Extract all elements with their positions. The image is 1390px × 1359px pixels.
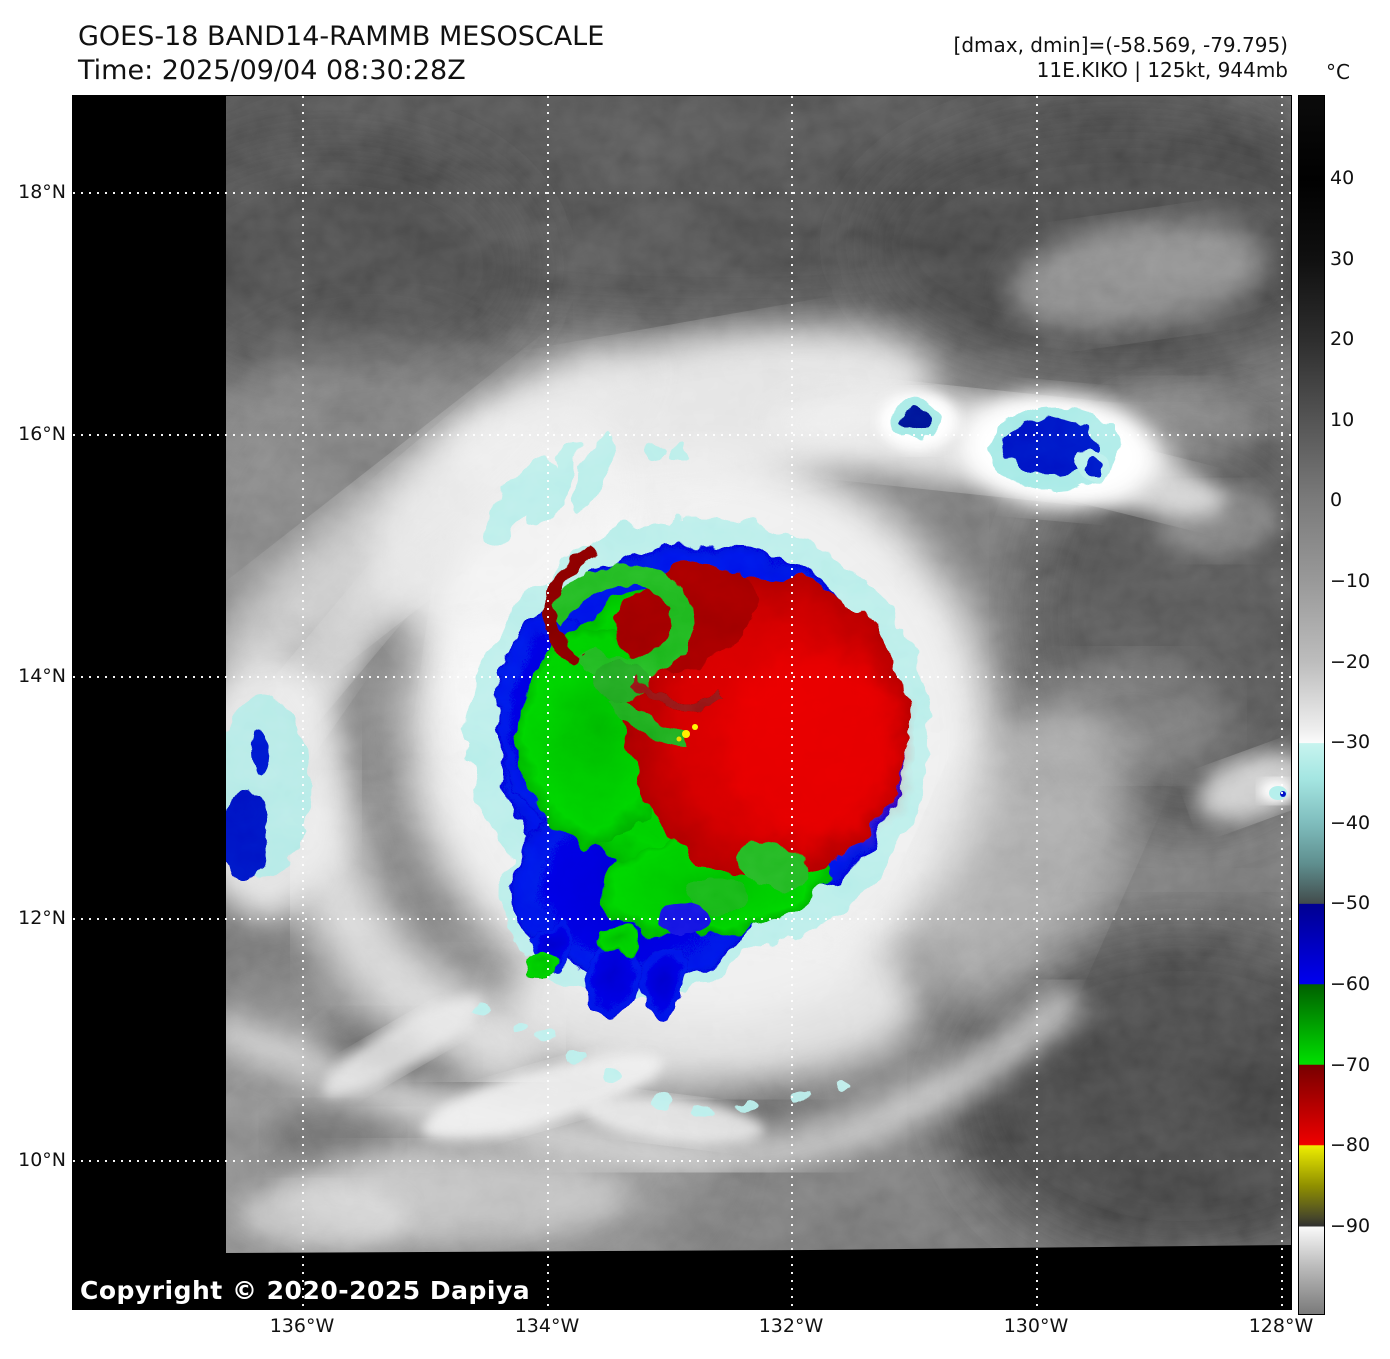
copyright-watermark: Copyright © 2020-2025 Dapiya xyxy=(80,1276,531,1305)
satellite-scene xyxy=(73,96,1291,1309)
cbar-tick-m80: −80 xyxy=(1330,1134,1371,1156)
cbar-tick-40: 40 xyxy=(1330,167,1355,189)
cbar-tick-m70: −70 xyxy=(1330,1054,1371,1076)
lon-tick-130w: 130°W xyxy=(1003,1315,1069,1337)
graticule xyxy=(73,96,1291,1309)
cbar-tick-m40: −40 xyxy=(1330,812,1371,834)
cbar-tick-10: 10 xyxy=(1330,409,1355,431)
lon-tick-136w: 136°W xyxy=(269,1315,335,1337)
figure-annotations: [dmax, dmin]=(-58.569, -79.795) 11E.KIKO… xyxy=(954,33,1288,83)
cbar-tick-30: 30 xyxy=(1330,248,1355,270)
product-title: GOES-18 BAND14-RAMMB MESOSCALE xyxy=(78,21,605,52)
cbar-tick-m10: −10 xyxy=(1330,570,1371,592)
dmax-dmin-readout: [dmax, dmin]=(-58.569, -79.795) xyxy=(953,33,1288,57)
lat-tick-18n: 18°N xyxy=(18,181,66,203)
cbar-tick-m20: −20 xyxy=(1330,651,1371,673)
satellite-map xyxy=(72,95,1292,1310)
lon-tick-134w: 134°W xyxy=(514,1315,580,1337)
temperature-colorbar xyxy=(1298,95,1325,1315)
cbar-tick-m30: −30 xyxy=(1330,731,1371,753)
cbar-tick-20: 20 xyxy=(1330,328,1355,350)
cbar-tick-m90: −90 xyxy=(1330,1215,1371,1237)
lat-tick-10n: 10°N xyxy=(18,1149,66,1171)
colorbar-unit: °C xyxy=(1326,60,1350,84)
figure-title: GOES-18 BAND14-RAMMB MESOSCALE Time: 202… xyxy=(78,20,604,88)
cbar-tick-m50: −50 xyxy=(1330,892,1371,914)
cbar-tick-m60: −60 xyxy=(1330,973,1371,995)
lat-tick-12n: 12°N xyxy=(18,907,66,929)
lon-tick-128w: 128°W xyxy=(1248,1315,1314,1337)
data-region xyxy=(226,96,1291,1253)
lat-tick-16n: 16°N xyxy=(18,423,66,445)
lat-tick-14n: 14°N xyxy=(18,665,66,687)
lon-tick-132w: 132°W xyxy=(758,1315,824,1337)
storm-intensity-readout: 11E.KIKO | 125kt, 944mb xyxy=(1036,58,1288,82)
cloud-texture-fine xyxy=(226,96,1291,1253)
cbar-tick-0: 0 xyxy=(1330,489,1343,511)
timestamp: Time: 2025/09/04 08:30:28Z xyxy=(78,55,466,86)
